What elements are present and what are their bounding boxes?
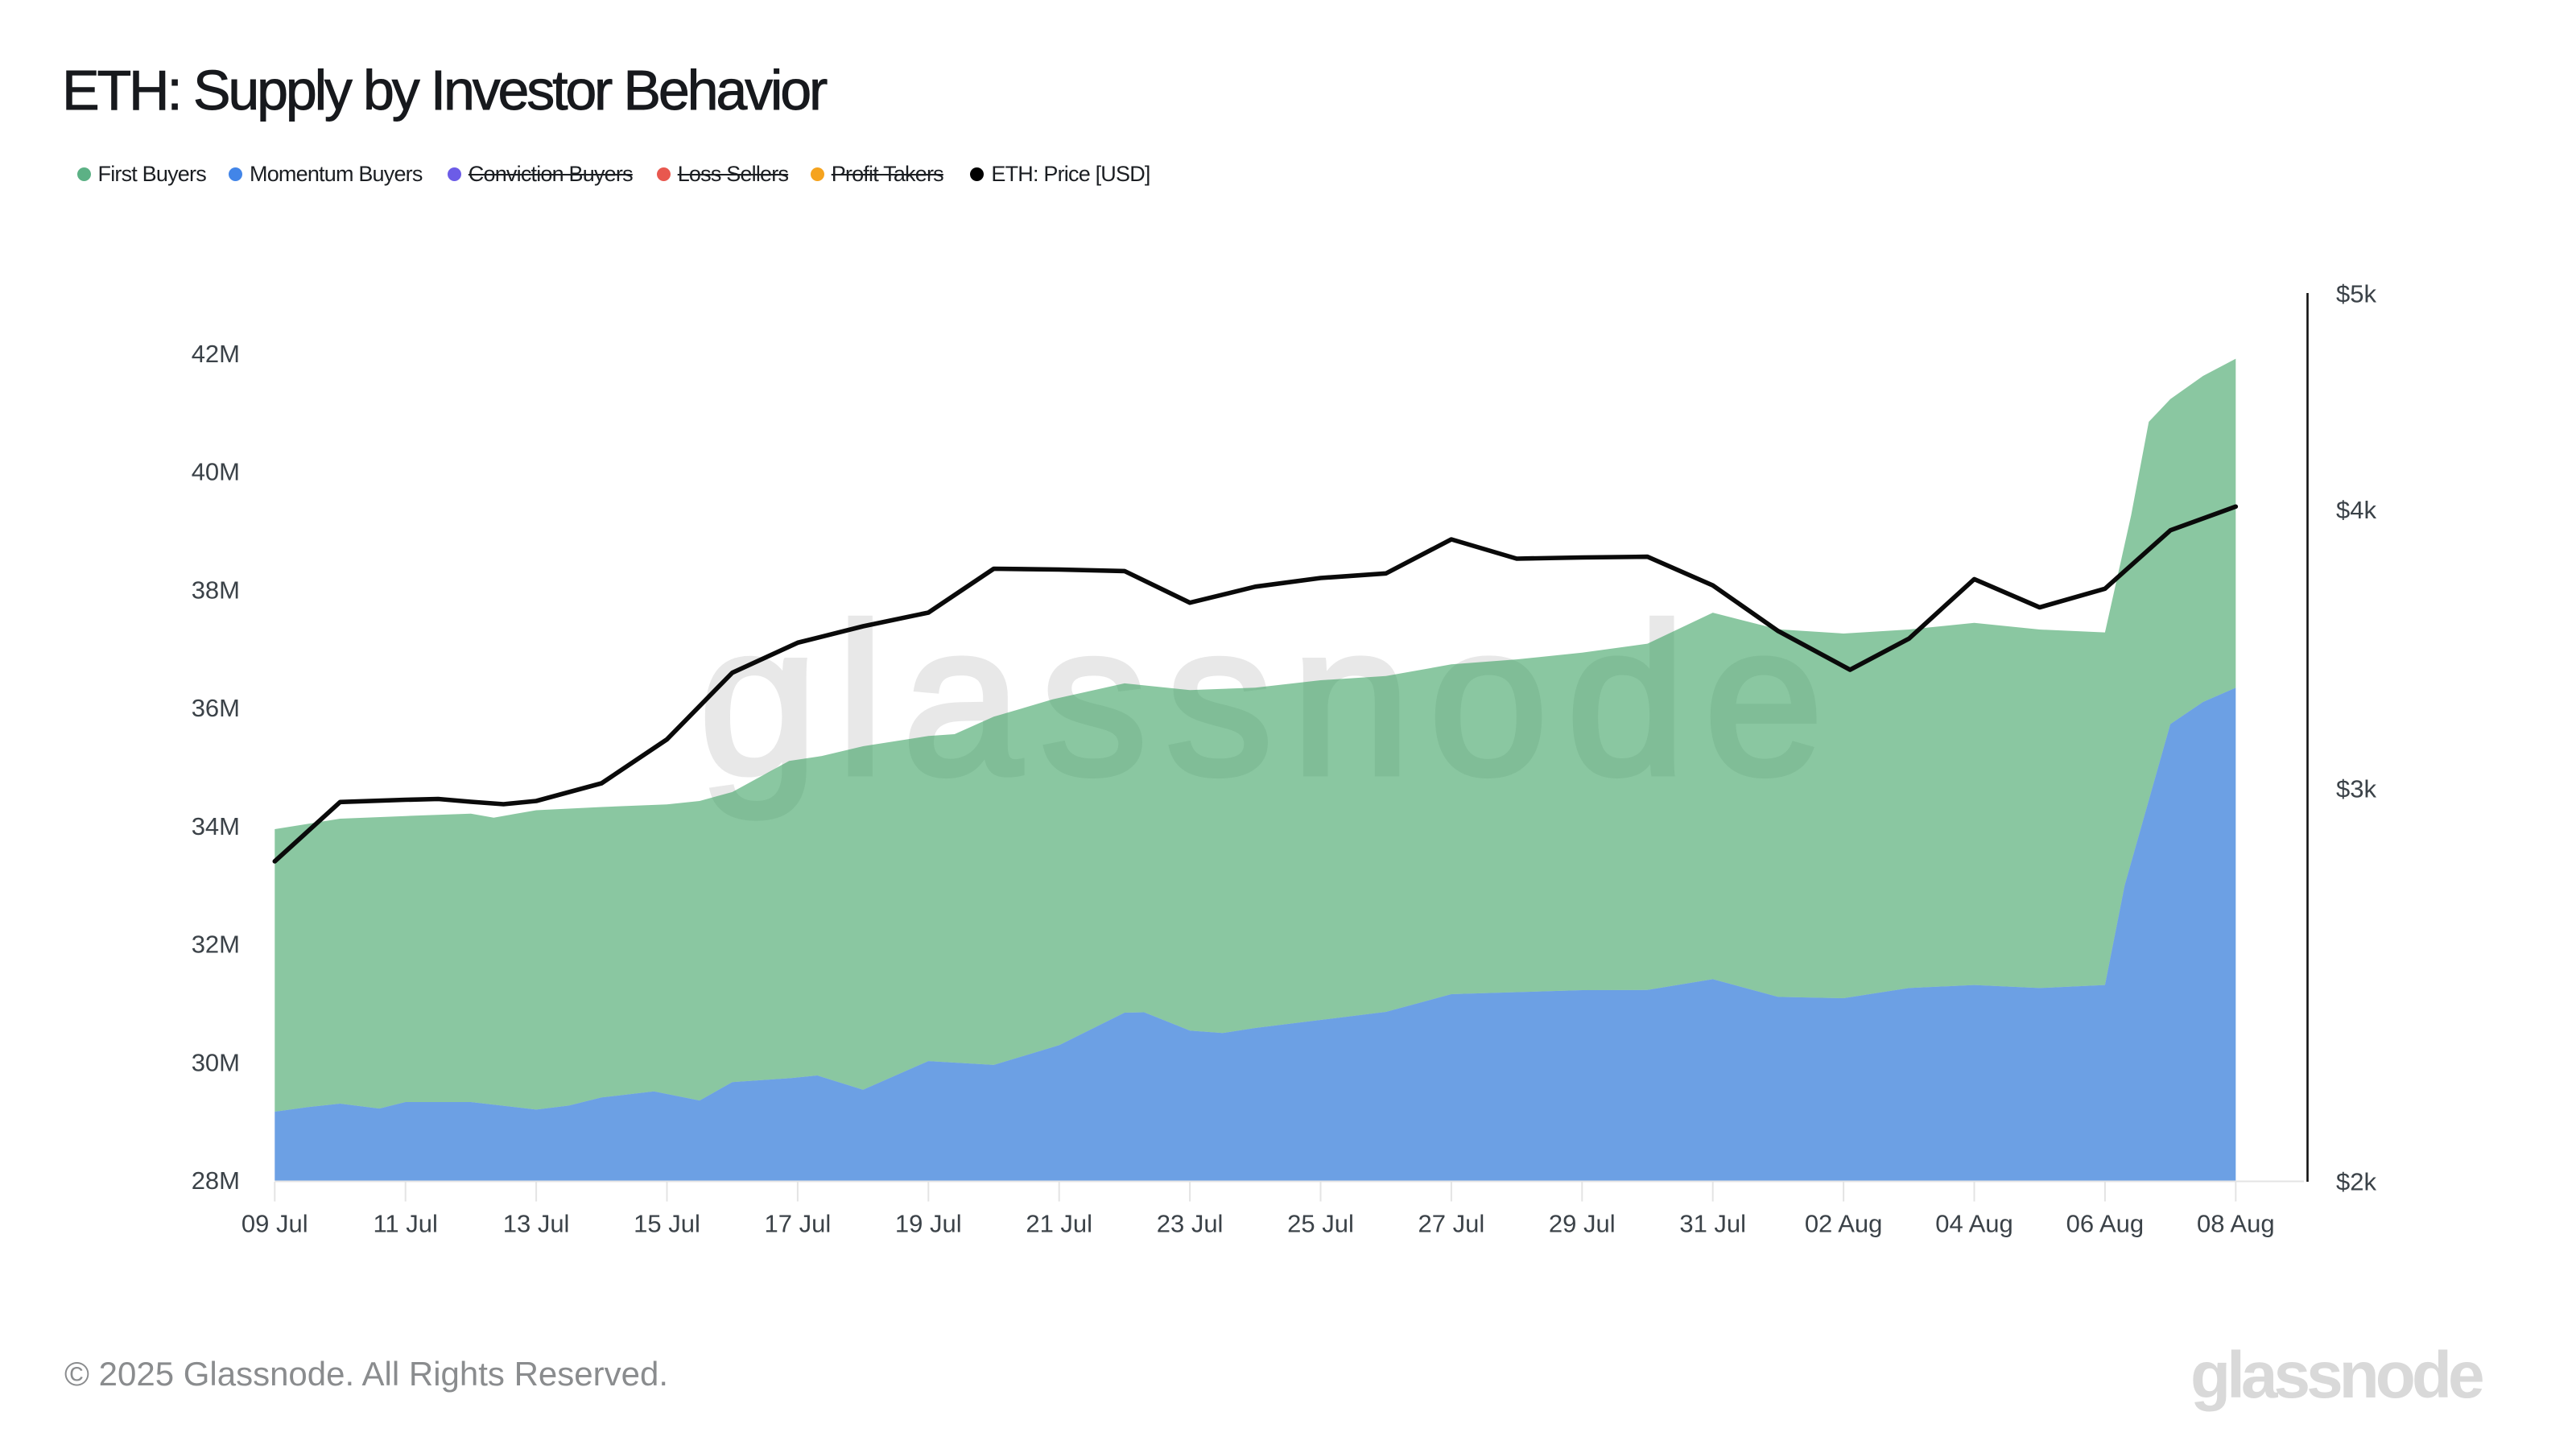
svg-text:40M: 40M <box>192 458 240 486</box>
svg-text:06 Aug: 06 Aug <box>2066 1210 2145 1238</box>
svg-text:36M: 36M <box>192 694 240 722</box>
svg-text:04 Aug: 04 Aug <box>1935 1210 2013 1238</box>
svg-text:$3k: $3k <box>2336 774 2376 803</box>
svg-text:19 Jul: 19 Jul <box>895 1210 962 1238</box>
svg-text:$5k: $5k <box>2336 280 2376 308</box>
svg-text:28M: 28M <box>192 1166 240 1195</box>
svg-text:32M: 32M <box>192 931 240 959</box>
svg-text:08 Aug: 08 Aug <box>2197 1210 2275 1238</box>
svg-text:23 Jul: 23 Jul <box>1157 1210 1224 1238</box>
svg-text:$4k: $4k <box>2336 496 2376 524</box>
svg-text:25 Jul: 25 Jul <box>1287 1210 1354 1238</box>
svg-text:27 Jul: 27 Jul <box>1418 1210 1485 1238</box>
svg-text:17 Jul: 17 Jul <box>765 1210 832 1238</box>
svg-text:38M: 38M <box>192 576 240 604</box>
svg-text:21 Jul: 21 Jul <box>1026 1210 1092 1238</box>
svg-text:13 Jul: 13 Jul <box>503 1210 570 1238</box>
svg-text:02 Aug: 02 Aug <box>1805 1210 1883 1238</box>
svg-text:34M: 34M <box>192 812 240 840</box>
svg-text:31 Jul: 31 Jul <box>1679 1210 1746 1238</box>
svg-text:$2k: $2k <box>2336 1168 2376 1196</box>
svg-text:30M: 30M <box>192 1048 240 1076</box>
svg-text:11 Jul: 11 Jul <box>373 1210 437 1238</box>
svg-text:42M: 42M <box>192 340 240 368</box>
svg-text:09 Jul: 09 Jul <box>242 1210 308 1238</box>
svg-text:29 Jul: 29 Jul <box>1549 1210 1616 1238</box>
svg-text:15 Jul: 15 Jul <box>634 1210 700 1238</box>
